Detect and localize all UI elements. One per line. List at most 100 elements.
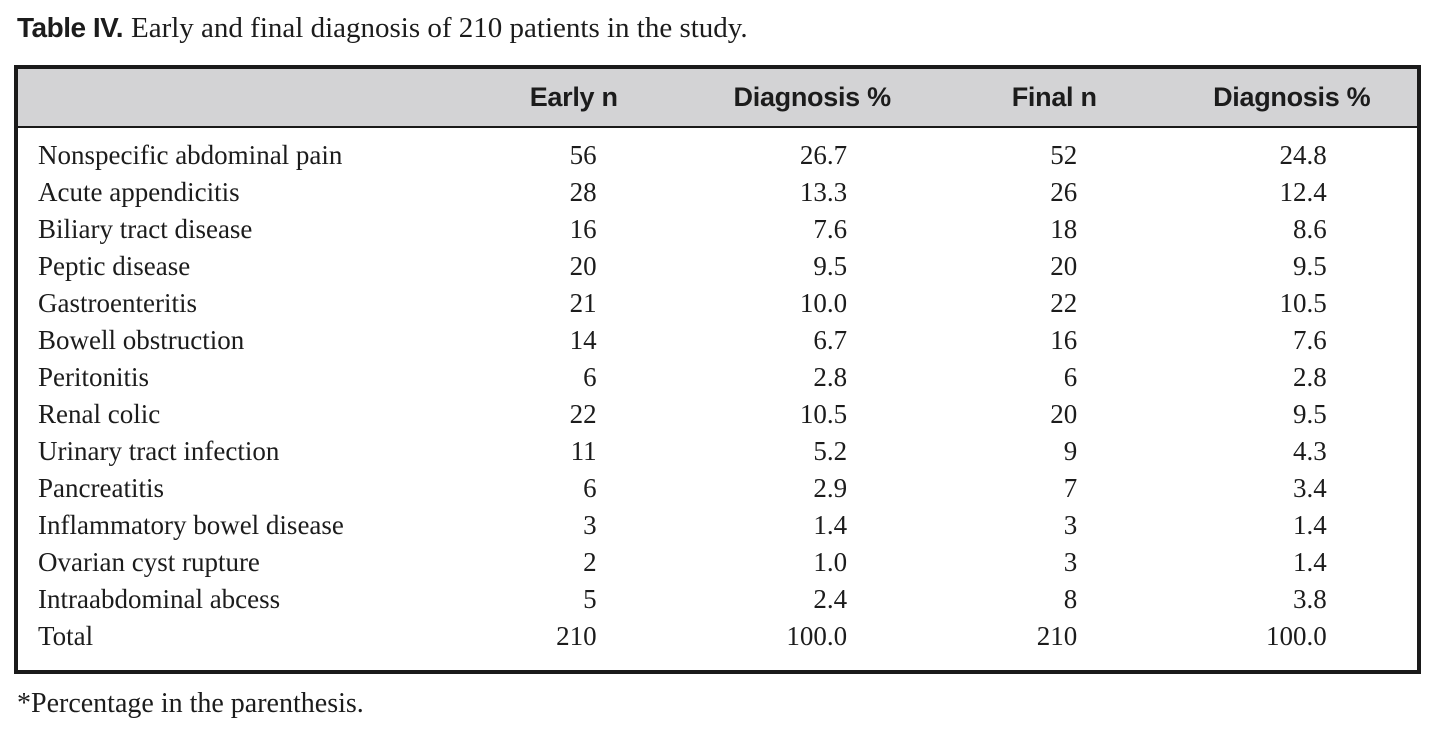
cell-final-pct-value: 8.6	[1292, 214, 1327, 244]
cell-early-n-value: 16	[569, 214, 597, 244]
cell-early-n-value: 11	[570, 436, 597, 466]
table-row: Nonspecific abdominal pain 56 26.7 52 24…	[16, 127, 1419, 174]
table-row: Biliary tract disease 16 7.6 18 8.6	[16, 211, 1419, 248]
cell-final-n: 3	[942, 544, 1166, 581]
cell-early-pct-value: 100.0	[786, 621, 848, 651]
cell-early-n: 6	[465, 359, 682, 396]
cell-final-pct: 8.6	[1166, 211, 1419, 248]
cell-final-n: 20	[942, 396, 1166, 433]
cell-early-n-value: 21	[569, 288, 597, 318]
cell-diagnosis: Peritonitis	[38, 362, 150, 392]
cell-final-n-value: 210	[1036, 621, 1078, 651]
table-row: Peritonitis 6 2.8 6 2.8	[16, 359, 1419, 396]
header-row: Early n Diagnosis % Final n Diagnosis %	[16, 67, 1419, 128]
table-row: Urinary tract infection 11 5.2 9 4.3	[16, 433, 1419, 470]
cell-final-n: 6	[942, 359, 1166, 396]
cell-early-n-value: 6	[583, 473, 597, 503]
cell-final-n-value: 26	[1050, 177, 1078, 207]
cell-diagnosis: Peptic disease	[38, 251, 191, 281]
cell-early-n-value: 5	[583, 584, 597, 614]
cell-final-pct-value: 12.4	[1279, 177, 1327, 207]
cell-final-n: 16	[942, 322, 1166, 359]
cell-early-n-value: 2	[583, 547, 597, 577]
cell-diagnosis: Pancreatitis	[38, 473, 164, 503]
cell-final-n-value: 3	[1063, 547, 1078, 577]
cell-final-n-value: 7	[1063, 473, 1078, 503]
cell-final-pct: 1.4	[1166, 507, 1419, 544]
table-caption-text: Early and final diagnosis of 210 patient…	[131, 12, 748, 44]
cell-final-n-value: 8	[1063, 584, 1078, 614]
cell-final-pct-value: 2.8	[1292, 362, 1327, 392]
cell-early-n: 16	[465, 211, 682, 248]
cell-final-n: 26	[942, 174, 1166, 211]
cell-final-pct-value: 24.8	[1279, 140, 1327, 170]
cell-diagnosis: Acute appendicitis	[38, 177, 240, 207]
cell-final-n: 18	[942, 211, 1166, 248]
cell-early-n-value: 22	[569, 399, 597, 429]
cell-diagnosis: Ovarian cyst rupture	[38, 547, 260, 577]
cell-final-n: 3	[942, 507, 1166, 544]
cell-final-n: 9	[942, 433, 1166, 470]
cell-early-n: 14	[465, 322, 682, 359]
cell-final-pct: 3.8	[1166, 581, 1419, 618]
cell-final-pct-value: 1.4	[1292, 510, 1327, 540]
cell-early-n: 22	[465, 396, 682, 433]
cell-final-n-value: 16	[1050, 325, 1078, 355]
cell-final-pct-value: 100.0	[1265, 621, 1327, 651]
cell-final-n-value: 52	[1050, 140, 1078, 170]
cell-diagnosis: Inflammatory bowel disease	[38, 510, 344, 540]
column-header-early-n: Early n	[464, 67, 683, 128]
cell-early-n-value: 3	[583, 510, 597, 540]
cell-early-n: 5	[465, 581, 682, 618]
cell-early-n: 2	[465, 544, 682, 581]
cell-early-n: 210	[465, 618, 682, 672]
cell-early-pct: 10.0	[682, 285, 942, 322]
cell-diagnosis: Bowell obstruction	[38, 325, 245, 355]
cell-early-pct-value: 2.4	[813, 584, 848, 614]
cell-early-pct-value: 9.5	[813, 251, 848, 281]
cell-final-n: 8	[942, 581, 1166, 618]
cell-early-pct: 1.4	[682, 507, 942, 544]
cell-early-pct: 1.0	[682, 544, 942, 581]
cell-final-n-value: 20	[1050, 251, 1078, 281]
column-header-early-diagnosis-pct: Diagnosis %	[682, 67, 942, 128]
cell-diagnosis: Total	[38, 621, 94, 651]
table-caption-label: Table IV.	[17, 12, 124, 43]
table-row: Pancreatitis 6 2.9 7 3.4	[16, 470, 1419, 507]
cell-early-n: 21	[465, 285, 682, 322]
cell-early-n: 28	[465, 174, 682, 211]
table-caption: Table IV. Early and final diagnosis of 21…	[17, 12, 748, 45]
cell-early-pct-value: 26.7	[799, 140, 848, 170]
table-row: Ovarian cyst rupture 2 1.0 3 1.4	[16, 544, 1419, 581]
cell-final-pct-value: 7.6	[1292, 325, 1327, 355]
cell-diagnosis: Nonspecific abdominal pain	[38, 140, 343, 170]
cell-final-pct: 10.5	[1166, 285, 1419, 322]
cell-early-pct: 2.8	[682, 359, 942, 396]
column-header-final-n: Final n	[941, 67, 1167, 128]
cell-early-pct-value: 2.9	[813, 473, 848, 503]
cell-final-pct-value: 3.8	[1292, 584, 1327, 614]
cell-early-pct: 13.3	[682, 174, 942, 211]
cell-final-pct: 1.4	[1166, 544, 1419, 581]
table-row: Bowell obstruction 14 6.7 16 7.6	[16, 322, 1419, 359]
cell-early-pct-value: 5.2	[813, 436, 848, 466]
cell-early-n-value: 56	[569, 140, 597, 170]
cell-final-pct-value: 9.5	[1292, 399, 1327, 429]
cell-diagnosis: Urinary tract infection	[38, 436, 280, 466]
cell-diagnosis: Gastroenteritis	[38, 288, 197, 318]
cell-early-pct: 10.5	[682, 396, 942, 433]
cell-early-n-value: 20	[569, 251, 597, 281]
cell-early-n-value: 28	[569, 177, 597, 207]
table-row: Acute appendicitis 28 13.3 26 12.4	[16, 174, 1419, 211]
cell-diagnosis: Biliary tract disease	[38, 214, 253, 244]
cell-final-n-value: 3	[1063, 510, 1078, 540]
cell-early-n-value: 14	[569, 325, 597, 355]
diagnosis-table: Early n Diagnosis % Final n Diagnosis % …	[14, 65, 1421, 674]
table-row: Peptic disease 20 9.5 20 9.5	[16, 248, 1419, 285]
cell-early-pct-value: 6.7	[813, 325, 848, 355]
cell-early-pct: 2.4	[682, 581, 942, 618]
cell-final-n-value: 9	[1063, 436, 1078, 466]
cell-early-pct-value: 10.5	[799, 399, 848, 429]
cell-early-pct: 6.7	[682, 322, 942, 359]
